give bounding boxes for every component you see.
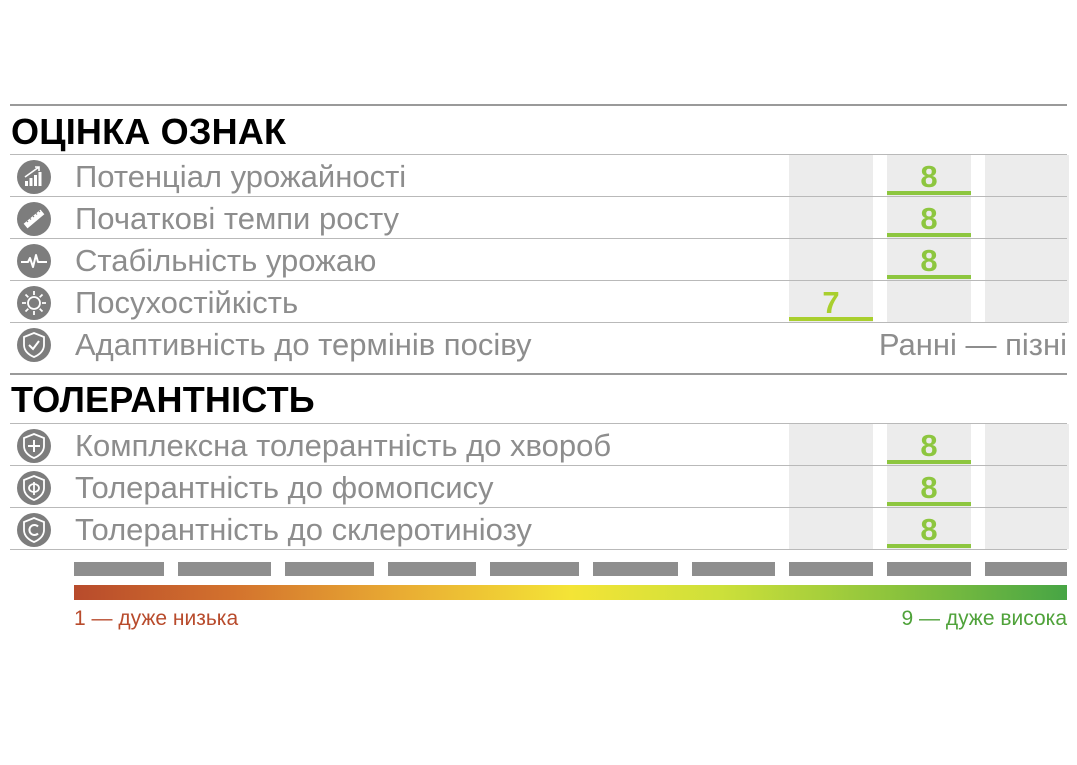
yield-chart-icon: [17, 160, 51, 194]
trait-label: Стабільність урожаю: [75, 243, 377, 278]
sun-icon: [17, 286, 51, 320]
row-divider: [10, 238, 1067, 239]
scale-max-label: 9 — дуже висока: [901, 607, 1067, 630]
tolerance-score: 8: [920, 470, 938, 505]
trait-score: 8: [920, 243, 938, 278]
score-column-8: [887, 155, 971, 323]
shield-f-icon: [17, 471, 51, 505]
scale-segment: [789, 562, 873, 576]
tolerance-score: 8: [920, 428, 938, 463]
score-underline: [887, 460, 971, 464]
score-underline: [887, 233, 971, 237]
score-underline: [887, 275, 971, 279]
score-underline: [887, 502, 971, 506]
shield-plus-icon: [17, 429, 51, 463]
scale-segment: [490, 562, 579, 576]
section-title-traits: ОЦІНКА ОЗНАК: [11, 111, 287, 152]
trait-value: Ранні — пізні: [878, 327, 1067, 362]
trait-score: 7: [822, 285, 840, 320]
section-rule: [10, 373, 1067, 375]
scale-segment: [692, 562, 775, 576]
scale-segment: [285, 562, 374, 576]
row-divider: [10, 423, 1067, 424]
scale-segment: [887, 562, 971, 576]
scale-segment: [985, 562, 1067, 576]
trait-label: Посухостійкість: [75, 285, 299, 320]
trait-label: Потенціал урожайності: [75, 159, 407, 194]
scale-min-label: 1 — дуже низька: [74, 607, 239, 630]
tolerance-label: Толерантність до фомопсису: [75, 470, 494, 505]
trait-label: Адаптивність до термінів посіву: [75, 327, 532, 362]
row-divider: [10, 549, 1067, 550]
scale-segment: [593, 562, 678, 576]
tolerance-label: Комплексна толерантність до хвороб: [75, 428, 612, 463]
row-divider: [10, 196, 1067, 197]
section-title-tolerance: ТОЛЕРАНТНІСТЬ: [11, 379, 315, 420]
score-underline: [789, 317, 873, 321]
score-column-9: [985, 155, 1069, 323]
trait-label: Початкові темпи росту: [75, 201, 400, 236]
trait-score: 8: [920, 201, 938, 236]
shield-check-icon: [17, 328, 51, 362]
scale-gradient-bar: [74, 585, 1067, 600]
shield-c-icon: [17, 513, 51, 547]
scale-segment: [74, 562, 164, 576]
score-underline: [887, 544, 971, 548]
score-column-9: [985, 424, 1069, 549]
score-column-7: [789, 424, 873, 549]
pulse-icon: [17, 244, 51, 278]
row-divider: [10, 465, 1067, 466]
score-column-8: [887, 424, 971, 549]
tolerance-label: Толерантність до склеротиніозу: [75, 512, 532, 547]
row-divider: [10, 280, 1067, 281]
ruler-icon: [17, 202, 51, 236]
scale-segment: [388, 562, 476, 576]
score-column-7: [789, 155, 873, 323]
score-underline: [887, 191, 971, 195]
row-divider: [10, 322, 1067, 323]
top-rule: [10, 104, 1067, 106]
row-divider: [10, 154, 1067, 155]
row-divider: [10, 507, 1067, 508]
scale-segment: [178, 562, 271, 576]
tolerance-score: 8: [920, 512, 938, 547]
trait-score: 8: [920, 159, 938, 194]
